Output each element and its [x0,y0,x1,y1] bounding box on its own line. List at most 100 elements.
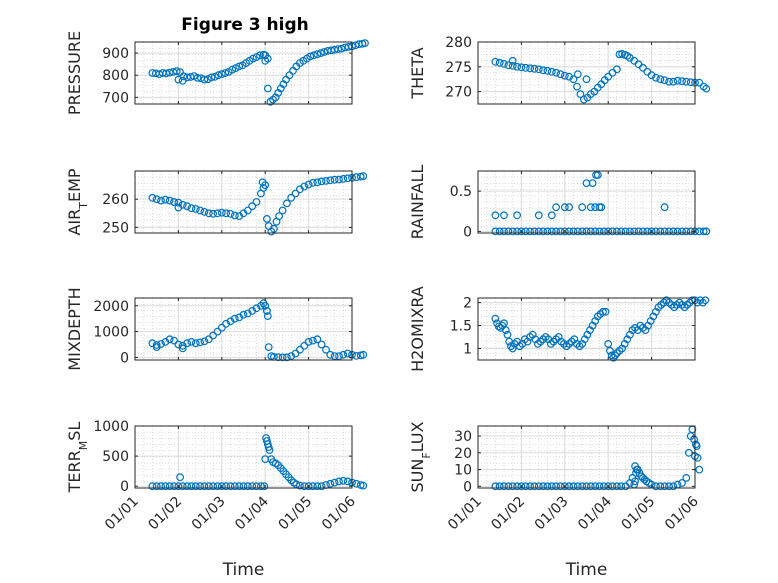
x-tick-label: 01/04 [232,493,272,533]
data-point [517,482,526,491]
data-point [634,227,643,236]
data-point [300,341,309,350]
data-point [517,63,526,72]
data-point [183,482,192,491]
y-tick-label: 20 [454,446,472,462]
data-point [178,344,187,353]
data-point [678,77,686,86]
data-point [604,227,613,236]
data-point [508,344,517,353]
data-point [309,482,317,491]
data-point [573,227,582,236]
data-point [534,482,543,491]
data-point [157,482,165,491]
data-point [343,349,352,358]
data-point [501,326,510,335]
data-point [352,479,361,488]
data-point [313,50,322,59]
data-point [695,465,704,474]
data-point [665,77,673,86]
data-point [204,209,213,218]
data-point [209,209,218,218]
data-point [235,62,244,71]
data-point [213,482,222,491]
data-point [174,75,183,84]
data-point [508,227,517,236]
data-point [306,52,315,61]
data-point [491,482,500,491]
data-point [491,314,500,323]
data-point [660,203,669,212]
data-point [257,482,265,491]
data-point [578,482,587,491]
data-point [320,48,329,56]
data-point [187,482,196,491]
data-point [565,203,573,212]
data-point [500,227,508,236]
data-point [296,481,304,490]
data-point [673,76,682,85]
data-point [500,59,508,68]
data-point [178,76,187,85]
data-point [521,482,530,491]
data-point [193,73,202,82]
data-point [152,482,161,491]
data-point [213,327,222,336]
data-point [613,65,621,74]
data-point [248,482,257,491]
data-point [593,171,602,179]
y-axis-label: H2OMIXRA [408,286,427,372]
y-tick-label: 2000 [93,299,129,315]
y-tick-label: 800 [102,68,129,84]
data-point [313,178,322,187]
axes-frame [477,41,696,105]
data-point [586,482,595,491]
data-point [291,189,300,198]
data-point [330,478,339,487]
data-point [191,339,200,348]
data-point [573,70,582,79]
data-point [702,227,711,236]
data-point [504,61,513,70]
data-point [682,474,691,482]
data-point [530,482,539,491]
x-tick-label: 01/06 [319,493,359,533]
data-point [300,482,309,491]
axes-frame [477,297,696,361]
data-point [304,180,313,189]
data-point [560,203,569,212]
data-point [263,84,272,93]
data-point [157,196,165,205]
data-point [191,482,200,491]
data-point [521,63,530,72]
data-point [243,482,252,491]
data-point [213,209,222,218]
data-point [560,482,569,491]
data-point [274,353,283,362]
data-point [256,51,264,60]
x-tick-label: 01/01 [102,494,142,534]
data-point [264,443,273,452]
data-point [309,336,317,345]
data-point [217,323,226,332]
data-point [326,479,335,488]
data-point [359,172,368,181]
y-tick-label: 1000 [93,325,129,341]
axes-frame [477,170,696,234]
data-point [595,227,604,236]
data-point [339,350,348,359]
data-point [204,482,213,491]
data-point [313,482,322,491]
axes-frame [134,425,353,489]
data-point [695,78,704,87]
data-point [539,66,547,75]
y-tick-label: 700 [102,90,129,106]
y-tick-label: 0 [463,479,472,495]
data-point [196,338,205,347]
data-point [313,335,322,344]
y-tick-label: 0.5 [450,184,472,200]
data-point [252,482,261,491]
data-point [187,204,196,213]
y-axis-label: SUNFLUX [408,421,433,492]
data-point [601,307,610,316]
